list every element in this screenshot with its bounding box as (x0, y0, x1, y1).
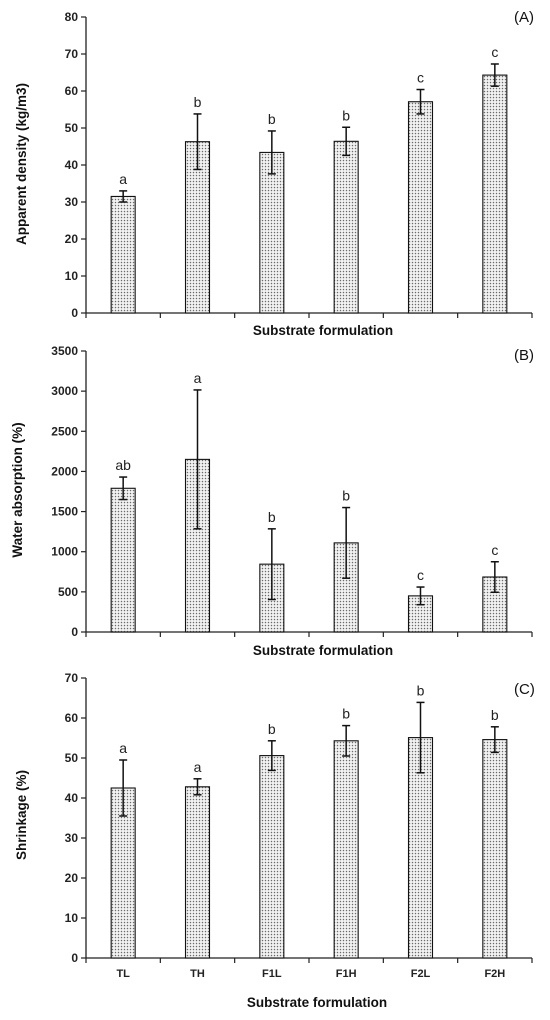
category-label: F1H (336, 968, 357, 980)
panel-tag: (C) (514, 681, 535, 698)
significance-label: b (342, 488, 350, 504)
y-tick-label: 60 (65, 711, 79, 725)
y-tick-label: 70 (65, 47, 79, 61)
significance-label: b (268, 509, 276, 525)
significance-label: b (194, 94, 202, 110)
category-label: F1L (262, 968, 282, 980)
y-tick-label: 30 (65, 195, 79, 209)
significance-label: c (417, 70, 424, 86)
x-axis-label: Substrate formulation (253, 643, 393, 658)
bar-f2l (407, 737, 434, 959)
significance-label: b (268, 111, 276, 127)
bar-tl (110, 487, 136, 633)
significance-label: c (491, 542, 498, 558)
chart-panel-c: (C) Shrinkage (%) Substrate formulation … (14, 671, 535, 1010)
bar-f2l (407, 101, 434, 314)
significance-label: b (342, 107, 350, 123)
bar-f1h (333, 740, 359, 959)
y-tick-label: 10 (65, 269, 79, 283)
bar-f1h (333, 140, 359, 314)
y-tick-label: 50 (65, 121, 79, 135)
significance-label: a (119, 171, 127, 187)
significance-label: b (491, 707, 499, 723)
y-tick-label: 40 (65, 158, 79, 172)
bar-f2h (482, 739, 508, 959)
y-tick-label: 3500 (51, 344, 78, 358)
category-label: F2H (484, 968, 505, 980)
significance-label: ab (115, 457, 131, 473)
x-axis-label: Substrate formulation (247, 995, 387, 1010)
y-tick-label: 40 (65, 791, 79, 805)
y-tick-label: 3000 (51, 384, 78, 398)
y-tick-label: 80 (65, 10, 79, 24)
y-tick-label: 2000 (51, 464, 78, 478)
x-axis-label: Substrate formulation (253, 323, 393, 338)
y-tick-label: 500 (58, 585, 78, 599)
y-tick-label: 20 (65, 232, 79, 246)
y-tick-label: 1500 (51, 505, 78, 519)
y-tick-label: 0 (71, 951, 78, 965)
significance-label: c (491, 44, 498, 60)
significance-label: c (417, 567, 424, 583)
significance-label: b (417, 682, 425, 698)
significance-label: b (342, 706, 350, 722)
significance-label: a (119, 740, 127, 756)
y-tick-label: 0 (71, 625, 78, 639)
bar-f1l (259, 151, 285, 314)
y-tick-label: 20 (65, 871, 79, 885)
chart-panel-b: (B) Water absorption (%) Substrate formu… (10, 344, 534, 658)
y-axis-label: Water absorption (%) (10, 422, 25, 557)
y-tick-label: 0 (71, 306, 78, 320)
bar-tl (110, 195, 136, 314)
category-label: TH (190, 968, 205, 980)
y-tick-label: 30 (65, 831, 79, 845)
y-tick-label: 1000 (51, 545, 78, 559)
y-axis-label: Apparent density (kg/m3) (14, 83, 29, 245)
y-tick-label: 10 (65, 911, 79, 925)
category-label: F2L (411, 968, 431, 980)
y-tick-label: 60 (65, 84, 79, 98)
significance-label: a (194, 370, 202, 386)
bar-f2h (482, 74, 508, 314)
y-axis-label: Shrinkage (%) (14, 770, 29, 860)
panel-tag: (A) (514, 9, 534, 26)
category-label: TL (116, 968, 130, 980)
panel-tag: (B) (514, 347, 534, 364)
y-tick-label: 70 (65, 671, 79, 685)
bar-th (184, 786, 211, 959)
significance-label: b (268, 721, 276, 737)
bar-f1l (259, 755, 285, 959)
y-tick-label: 50 (65, 751, 79, 765)
chart-panel-a: (A) Apparent density (kg/m3) Substrate f… (14, 9, 534, 338)
y-tick-label: 2500 (51, 424, 78, 438)
significance-label: a (194, 759, 202, 775)
